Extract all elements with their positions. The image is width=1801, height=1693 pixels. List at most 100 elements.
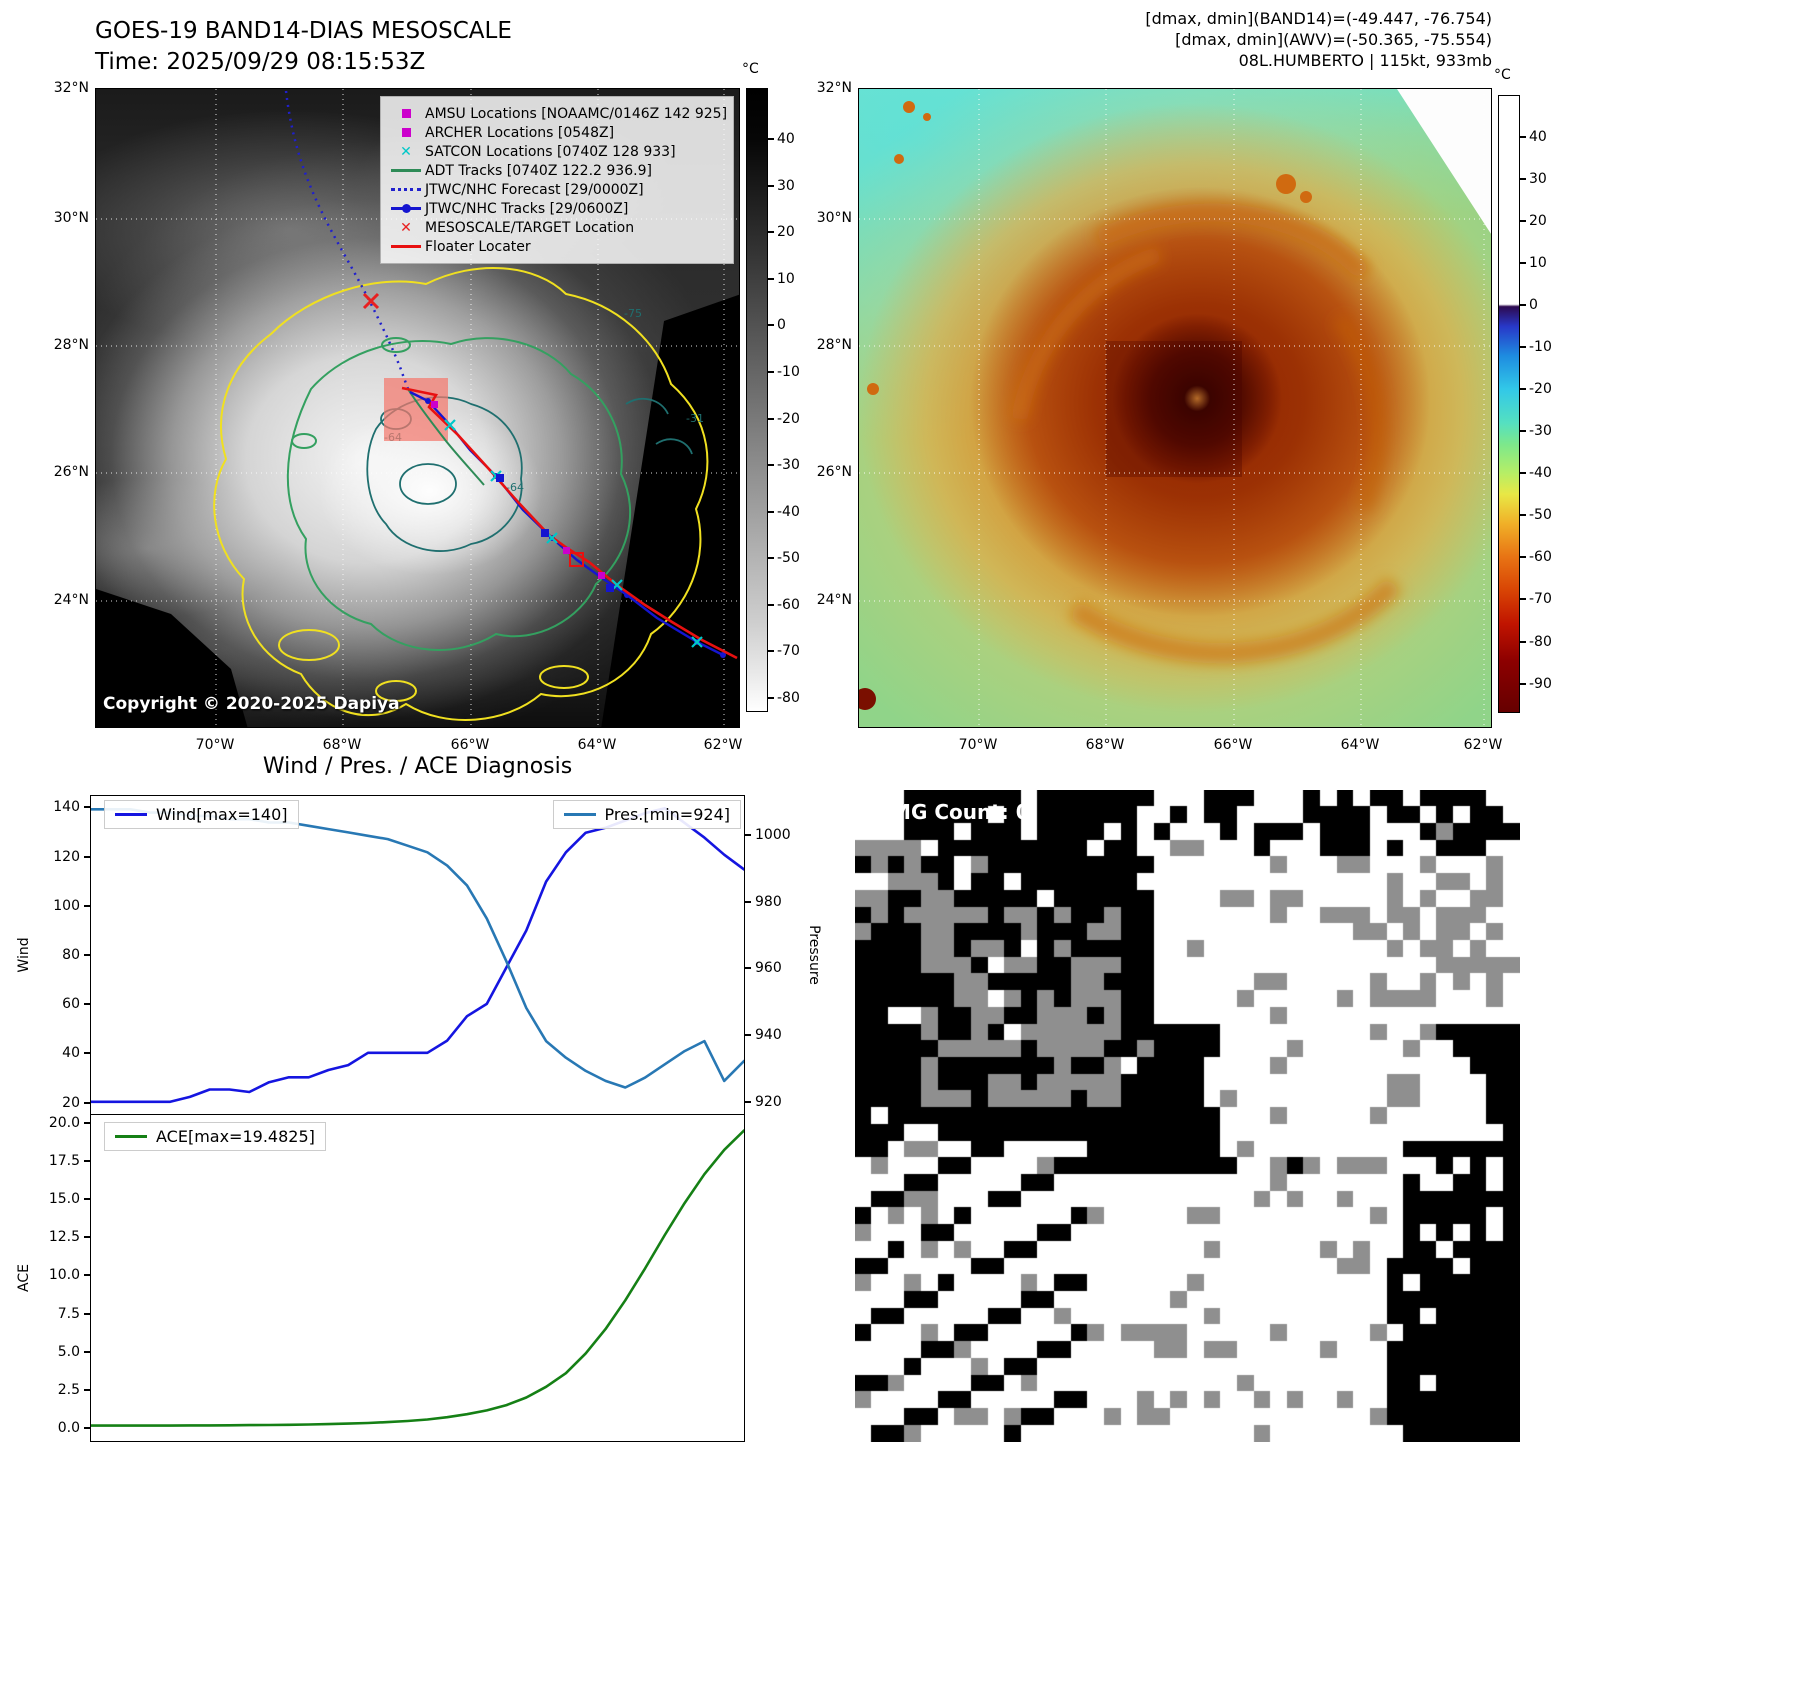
warm-spot-corner (859, 688, 876, 710)
square-legend-marker-icon (387, 109, 425, 118)
green-contours (286, 337, 632, 651)
pressure-axis-tick (745, 967, 751, 970)
map-legend: AMSU Locations [NOAAMC/0146Z 142 925] ARC… (380, 96, 734, 264)
jtwc-forecast-track (284, 90, 410, 390)
wind-axis-tick (84, 1052, 90, 1055)
bw-lat-label: 32°N (53, 80, 89, 96)
line-legend-marker-icon (387, 245, 425, 248)
ir-colorbar-tick-label: -60 (1529, 549, 1552, 566)
ir-map-overlay (859, 89, 1491, 727)
bw-colorbar-tick-label: 20 (777, 224, 795, 241)
dotted-legend-marker-icon (387, 188, 425, 191)
bw-colorbar-tick-label: -50 (777, 550, 800, 567)
ace-plot (89, 1129, 746, 1427)
grid-lines (96, 89, 739, 727)
ace-axis-tick-label: 12.5 (48, 1229, 80, 1246)
square-legend-marker-icon (387, 128, 425, 137)
no-data-regions (96, 294, 739, 727)
legend-item: ADT Tracks [0740Z 122.2 936.9] (387, 161, 727, 180)
ace-axis-tick-label: 7.5 (57, 1305, 80, 1322)
mesoscale-sector-box (1106, 341, 1242, 477)
bw-lat-label: 24°N (53, 592, 89, 608)
ace-legend: ACE[max=19.4825] (104, 1122, 326, 1151)
wind-pressure-chart (89, 795, 746, 1115)
legend-item-label: AMSU Locations [NOAAMC/0146Z 142 925] (425, 105, 728, 122)
legend-item: JTWC/NHC Forecast [29/0000Z] (387, 180, 727, 199)
ir-colorbar (1498, 95, 1520, 713)
bw-colorbar-unit: °C (742, 61, 759, 77)
ir-lat-label: 26°N (816, 464, 852, 480)
bw-lat-label: 28°N (53, 337, 89, 353)
bw-lat-label: 26°N (53, 464, 89, 480)
bw-colorbar-tick (768, 697, 774, 700)
wmg-grid-image (855, 790, 1520, 1442)
x-legend-marker-icon: ✕ (387, 221, 425, 235)
bw-lon-label: 66°W (450, 737, 490, 753)
legend-item-label: JTWC/NHC Tracks [29/0600Z] (425, 200, 629, 217)
wmg-count-label: WMG Count: 0 (869, 800, 1030, 824)
ace-axis-tick-label: 2.5 (57, 1382, 80, 1399)
bw-colorbar-tick-label: -80 (777, 690, 800, 707)
pressure-axis-tick (745, 834, 751, 836)
x-legend-marker-icon: ✕ (387, 145, 425, 159)
floater-track (401, 386, 738, 660)
pressure-axis-tick-label: 1000 (755, 827, 791, 843)
legend-item: Floater Locater (387, 237, 727, 256)
pressure-axis-label: Pressure (806, 925, 822, 985)
legend-item: AMSU Locations [NOAAMC/0146Z 142 925] (387, 104, 727, 123)
ir-colorbar-tick (1520, 682, 1526, 685)
wind-axis-tick (84, 1101, 90, 1104)
pressure-axis-tick-label: 940 (755, 1027, 782, 1043)
ir-colorbar-tick-label: -50 (1529, 507, 1552, 524)
bw-satellite-map: -64 -64 -75 -31 (95, 88, 740, 728)
pressure-axis-tick (745, 900, 751, 903)
x-icon: ✕ (400, 219, 412, 236)
wind-axis-tick-label: 40 (62, 1045, 80, 1062)
pressure-legend: Pres.[min=924] (552, 800, 741, 829)
pressure-axis-tick (745, 1100, 751, 1103)
bw-lon-label: 70°W (195, 737, 235, 753)
wind-axis-tick-label: 80 (62, 947, 80, 963)
copyright-text: Copyright © 2020-2025 Dapiya (103, 694, 400, 714)
dotted-line-icon (391, 188, 421, 191)
line-legend-marker-icon (387, 169, 425, 172)
legend-item-label: SATCON Locations [0740Z 128 933] (425, 143, 676, 160)
tr-header-block: [dmax, dmin](BAND14)=(-49.447, -76.754) … (858, 8, 1492, 71)
bw-colorbar-tick (768, 324, 774, 327)
ir-colorbar-tick (1520, 346, 1526, 349)
ace-axis-tick (84, 1198, 90, 1201)
wind-axis-tick (84, 806, 90, 809)
mesoscale-target-x-icon (362, 292, 380, 310)
ir-lon-label: 68°W (1085, 737, 1125, 753)
ir-colorbar-tick-label: -70 (1529, 591, 1552, 608)
wmg-panel: WMG Count: 0 (855, 790, 1520, 1442)
bw-colorbar-tick-label: -20 (777, 410, 800, 427)
line-dot-legend-marker-icon (387, 204, 425, 213)
pressure-axis-tick (745, 1034, 751, 1036)
ir-colorbar-tick (1520, 220, 1526, 223)
bw-colorbar-tick (768, 277, 774, 280)
pressure-legend-label: Pres.[min=924] (604, 805, 730, 824)
contour-label: -31 (686, 412, 704, 425)
ace-axis-tick-label: 15.0 (48, 1191, 80, 1208)
bw-colorbar-tick (768, 464, 774, 467)
bw-colorbar-tick (768, 557, 774, 560)
legend-item: ARCHER Locations [0548Z] (387, 123, 727, 142)
bw-colorbar (746, 88, 768, 712)
contour-label: -64 (506, 481, 524, 494)
ace-axis-tick-label: 5.0 (57, 1343, 80, 1360)
ir-colorbar-tick (1520, 556, 1526, 559)
dmax-dmin-awv: [dmax, dmin](AWV)=(-50.365, -75.554) (1175, 30, 1492, 49)
line-icon (391, 245, 421, 248)
wind-axis-tick (84, 855, 90, 858)
bw-colorbar-tick-label: -60 (777, 596, 800, 613)
ir-colorbar-tick (1520, 136, 1526, 139)
diagnosis-title: Wind / Pres. / ACE Diagnosis (262, 754, 573, 779)
bw-colorbar-tick-label: -70 (777, 643, 800, 660)
ace-axis-tick-label: 17.5 (48, 1152, 80, 1169)
wind-axis-tick-label: 100 (53, 897, 80, 914)
ir-lat-label: 32°N (816, 80, 852, 96)
pressure-legend-line-icon (563, 813, 596, 816)
square-icon (401, 128, 411, 137)
